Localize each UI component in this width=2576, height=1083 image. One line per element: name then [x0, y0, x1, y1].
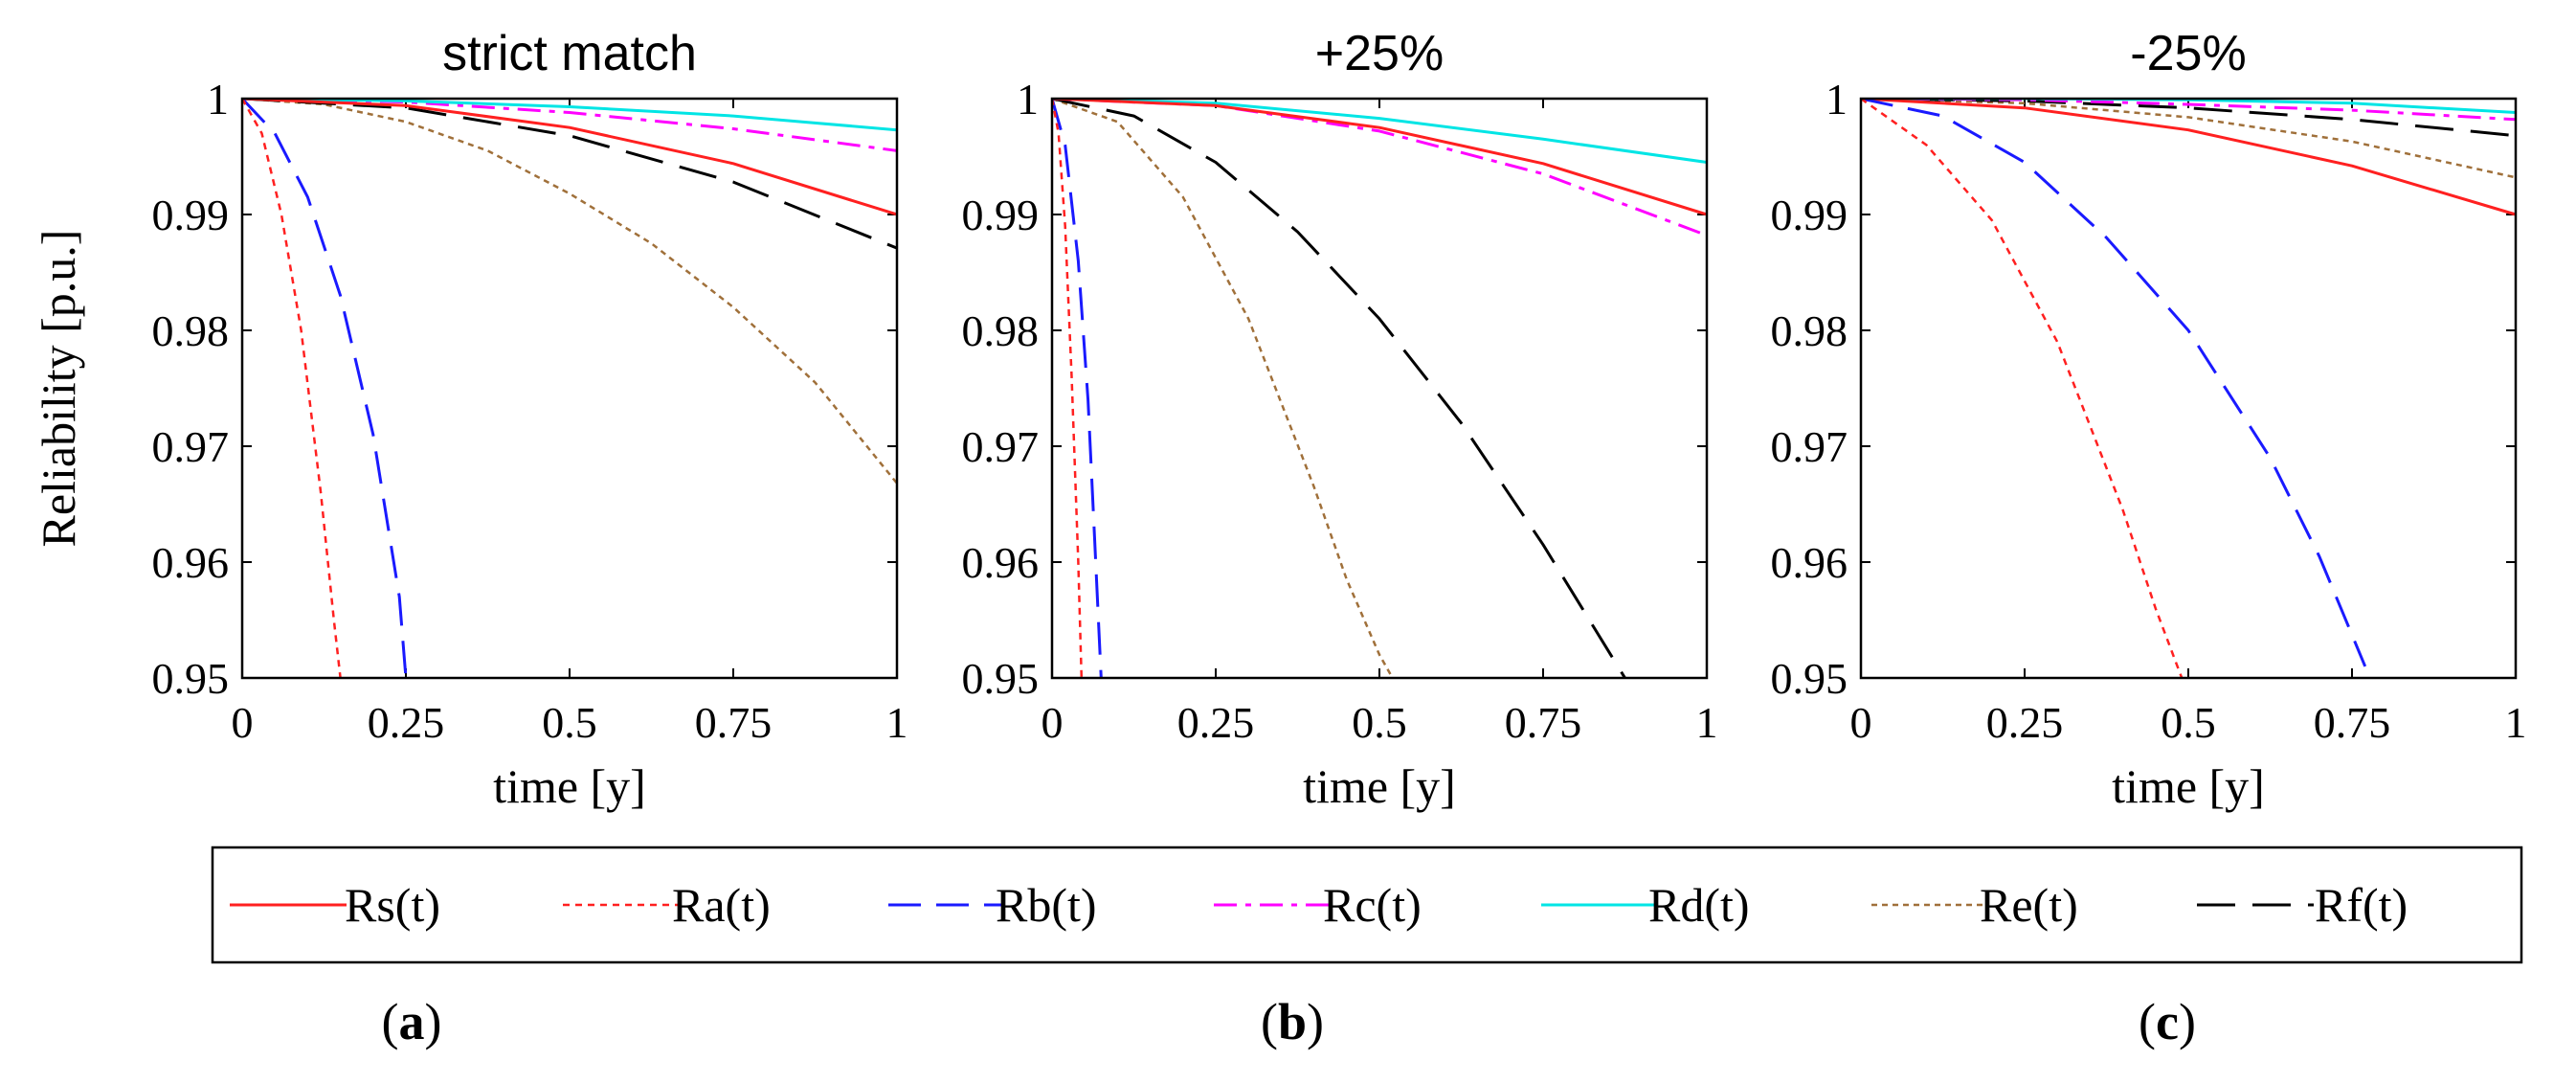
- y-tick-label: 0.99: [962, 191, 1040, 239]
- x-tick-label: 0.25: [1986, 698, 2064, 747]
- series-line-Rb: [1052, 99, 1103, 678]
- y-tick-label: 0.96: [962, 538, 1040, 587]
- legend-label: Rd(t): [1648, 878, 1750, 932]
- y-tick-label: 1: [207, 75, 229, 124]
- series-group: [1052, 99, 1707, 678]
- panel-label-b: (b): [1261, 993, 1324, 1050]
- x-axis-label: time [y]: [1303, 759, 1456, 813]
- y-tick-label: 0.97: [1771, 422, 1848, 471]
- chart-title: +25%: [1315, 26, 1444, 81]
- y-tick-label: 1: [1017, 75, 1039, 124]
- legend-label: Rc(t): [1323, 878, 1422, 932]
- y-tick-label: 0.98: [152, 306, 230, 355]
- series-line-Rb: [242, 99, 408, 678]
- y-tick-label: 0.99: [1771, 191, 1848, 239]
- series-line-Rs: [1861, 99, 2516, 216]
- y-tick-label: 0.95: [962, 654, 1040, 703]
- plot-frame: [240, 97, 899, 680]
- x-tick-label: 0.5: [542, 698, 597, 747]
- series-line-Re: [1052, 99, 1394, 678]
- x-tick-label: 0.25: [368, 698, 445, 747]
- y-tick-label: 0.98: [1771, 306, 1848, 355]
- series-line-Ra: [1861, 99, 2184, 678]
- x-tick-label: 0.75: [2314, 698, 2391, 747]
- x-tick-label: 0.5: [1352, 698, 1407, 747]
- series-line-Ra: [242, 99, 342, 678]
- x-tick-label: 1: [886, 698, 908, 747]
- legend-item-Rf: Rf(t): [2197, 878, 2408, 932]
- chart-title: strict match: [442, 26, 697, 81]
- y-tick-label: 0.97: [962, 422, 1040, 471]
- series-line-Rb: [1861, 99, 2367, 667]
- x-tick-label: 0.75: [695, 698, 773, 747]
- series-group: [1861, 99, 2516, 678]
- y-tick-label: 0.96: [1771, 538, 1848, 587]
- x-tick-label: 1: [1696, 698, 1718, 747]
- legend-label: Rs(t): [345, 878, 440, 932]
- legend: Rs(t) Ra(t) Rb(t) Rc(t) Rd(t) Re(t) Rf(t): [211, 846, 2523, 964]
- legend-label: Rb(t): [996, 878, 1097, 932]
- x-tick-label: 1: [2505, 698, 2527, 747]
- x-axis-label: time [y]: [493, 759, 646, 813]
- panel-label-c: (c): [2139, 993, 2196, 1050]
- y-tick-label: 0.97: [152, 422, 230, 471]
- series-line-Re: [1861, 99, 2516, 179]
- x-tick-label: 0: [1850, 698, 1872, 747]
- panel-a: strict match 0.95 0.96 0.97 0.98 0.99 1 0 0.25 0.…: [32, 26, 908, 813]
- y-axis-label: Reliability [p.u.]: [32, 230, 85, 548]
- y-tick-label: 0.96: [152, 538, 230, 587]
- legend-item-Rb: Rb(t): [888, 878, 1097, 932]
- y-tick-label: 0.95: [1771, 654, 1848, 703]
- legend-item-Ra: Ra(t): [563, 878, 771, 932]
- legend-item-Rd: Rd(t): [1541, 878, 1750, 932]
- plot-frame: [1859, 97, 2518, 680]
- x-tick-label: 0.25: [1177, 698, 1255, 747]
- legend-box: [211, 846, 2523, 964]
- panel-labels: (a) (b) (c): [382, 993, 2196, 1050]
- series-line-Re: [242, 99, 897, 485]
- x-tick-label: 0.5: [2161, 698, 2216, 747]
- plot-frame: [1050, 97, 1709, 680]
- panel-c: -25% 0.95 0.96 0.97 0.98 0.99 1 0 0.25 0.5 0.75 1 ti…: [1771, 26, 2527, 813]
- x-tick-label: 0: [232, 698, 254, 747]
- legend-label: Rf(t): [2315, 878, 2408, 932]
- y-tick-label: 0.99: [152, 191, 230, 239]
- series-line-Rs: [1052, 99, 1707, 216]
- series-line-Rf: [242, 99, 897, 250]
- series-group: [242, 99, 897, 678]
- panels: strict match 0.95 0.96 0.97 0.98 0.99 1 0 0.25 0.…: [32, 26, 2527, 813]
- legend-item-Rs: Rs(t): [230, 878, 440, 932]
- x-tick-label: 0.75: [1505, 698, 1582, 747]
- series-line-Rd: [242, 99, 897, 132]
- legend-label: Re(t): [1980, 878, 2078, 932]
- y-tick-label: 1: [1826, 75, 1848, 124]
- series-line-Rs: [242, 99, 897, 216]
- panel-label-a: (a): [382, 993, 442, 1050]
- series-line-Ra: [1052, 99, 1084, 678]
- x-tick-label: 0: [1042, 698, 1064, 747]
- chart-title: -25%: [2130, 26, 2246, 81]
- legend-label: Ra(t): [672, 878, 771, 932]
- panel-b: +25% 0.95 0.96 0.97 0.98 0.99 1 0 0.25 0.5 0.75 1 ti…: [962, 26, 1718, 813]
- legend-item-Rc: Rc(t): [1214, 878, 1422, 932]
- legend-item-Re: Re(t): [1871, 878, 2078, 932]
- series-line-Rf: [1052, 99, 1626, 678]
- legend-items: Rs(t) Ra(t) Rb(t) Rc(t) Rd(t) Re(t) Rf(t): [230, 878, 2408, 932]
- series-line-Rd: [1052, 99, 1707, 164]
- x-axis-label: time [y]: [2112, 759, 2265, 813]
- y-tick-label: 0.98: [962, 306, 1040, 355]
- y-tick-label: 0.95: [152, 654, 230, 703]
